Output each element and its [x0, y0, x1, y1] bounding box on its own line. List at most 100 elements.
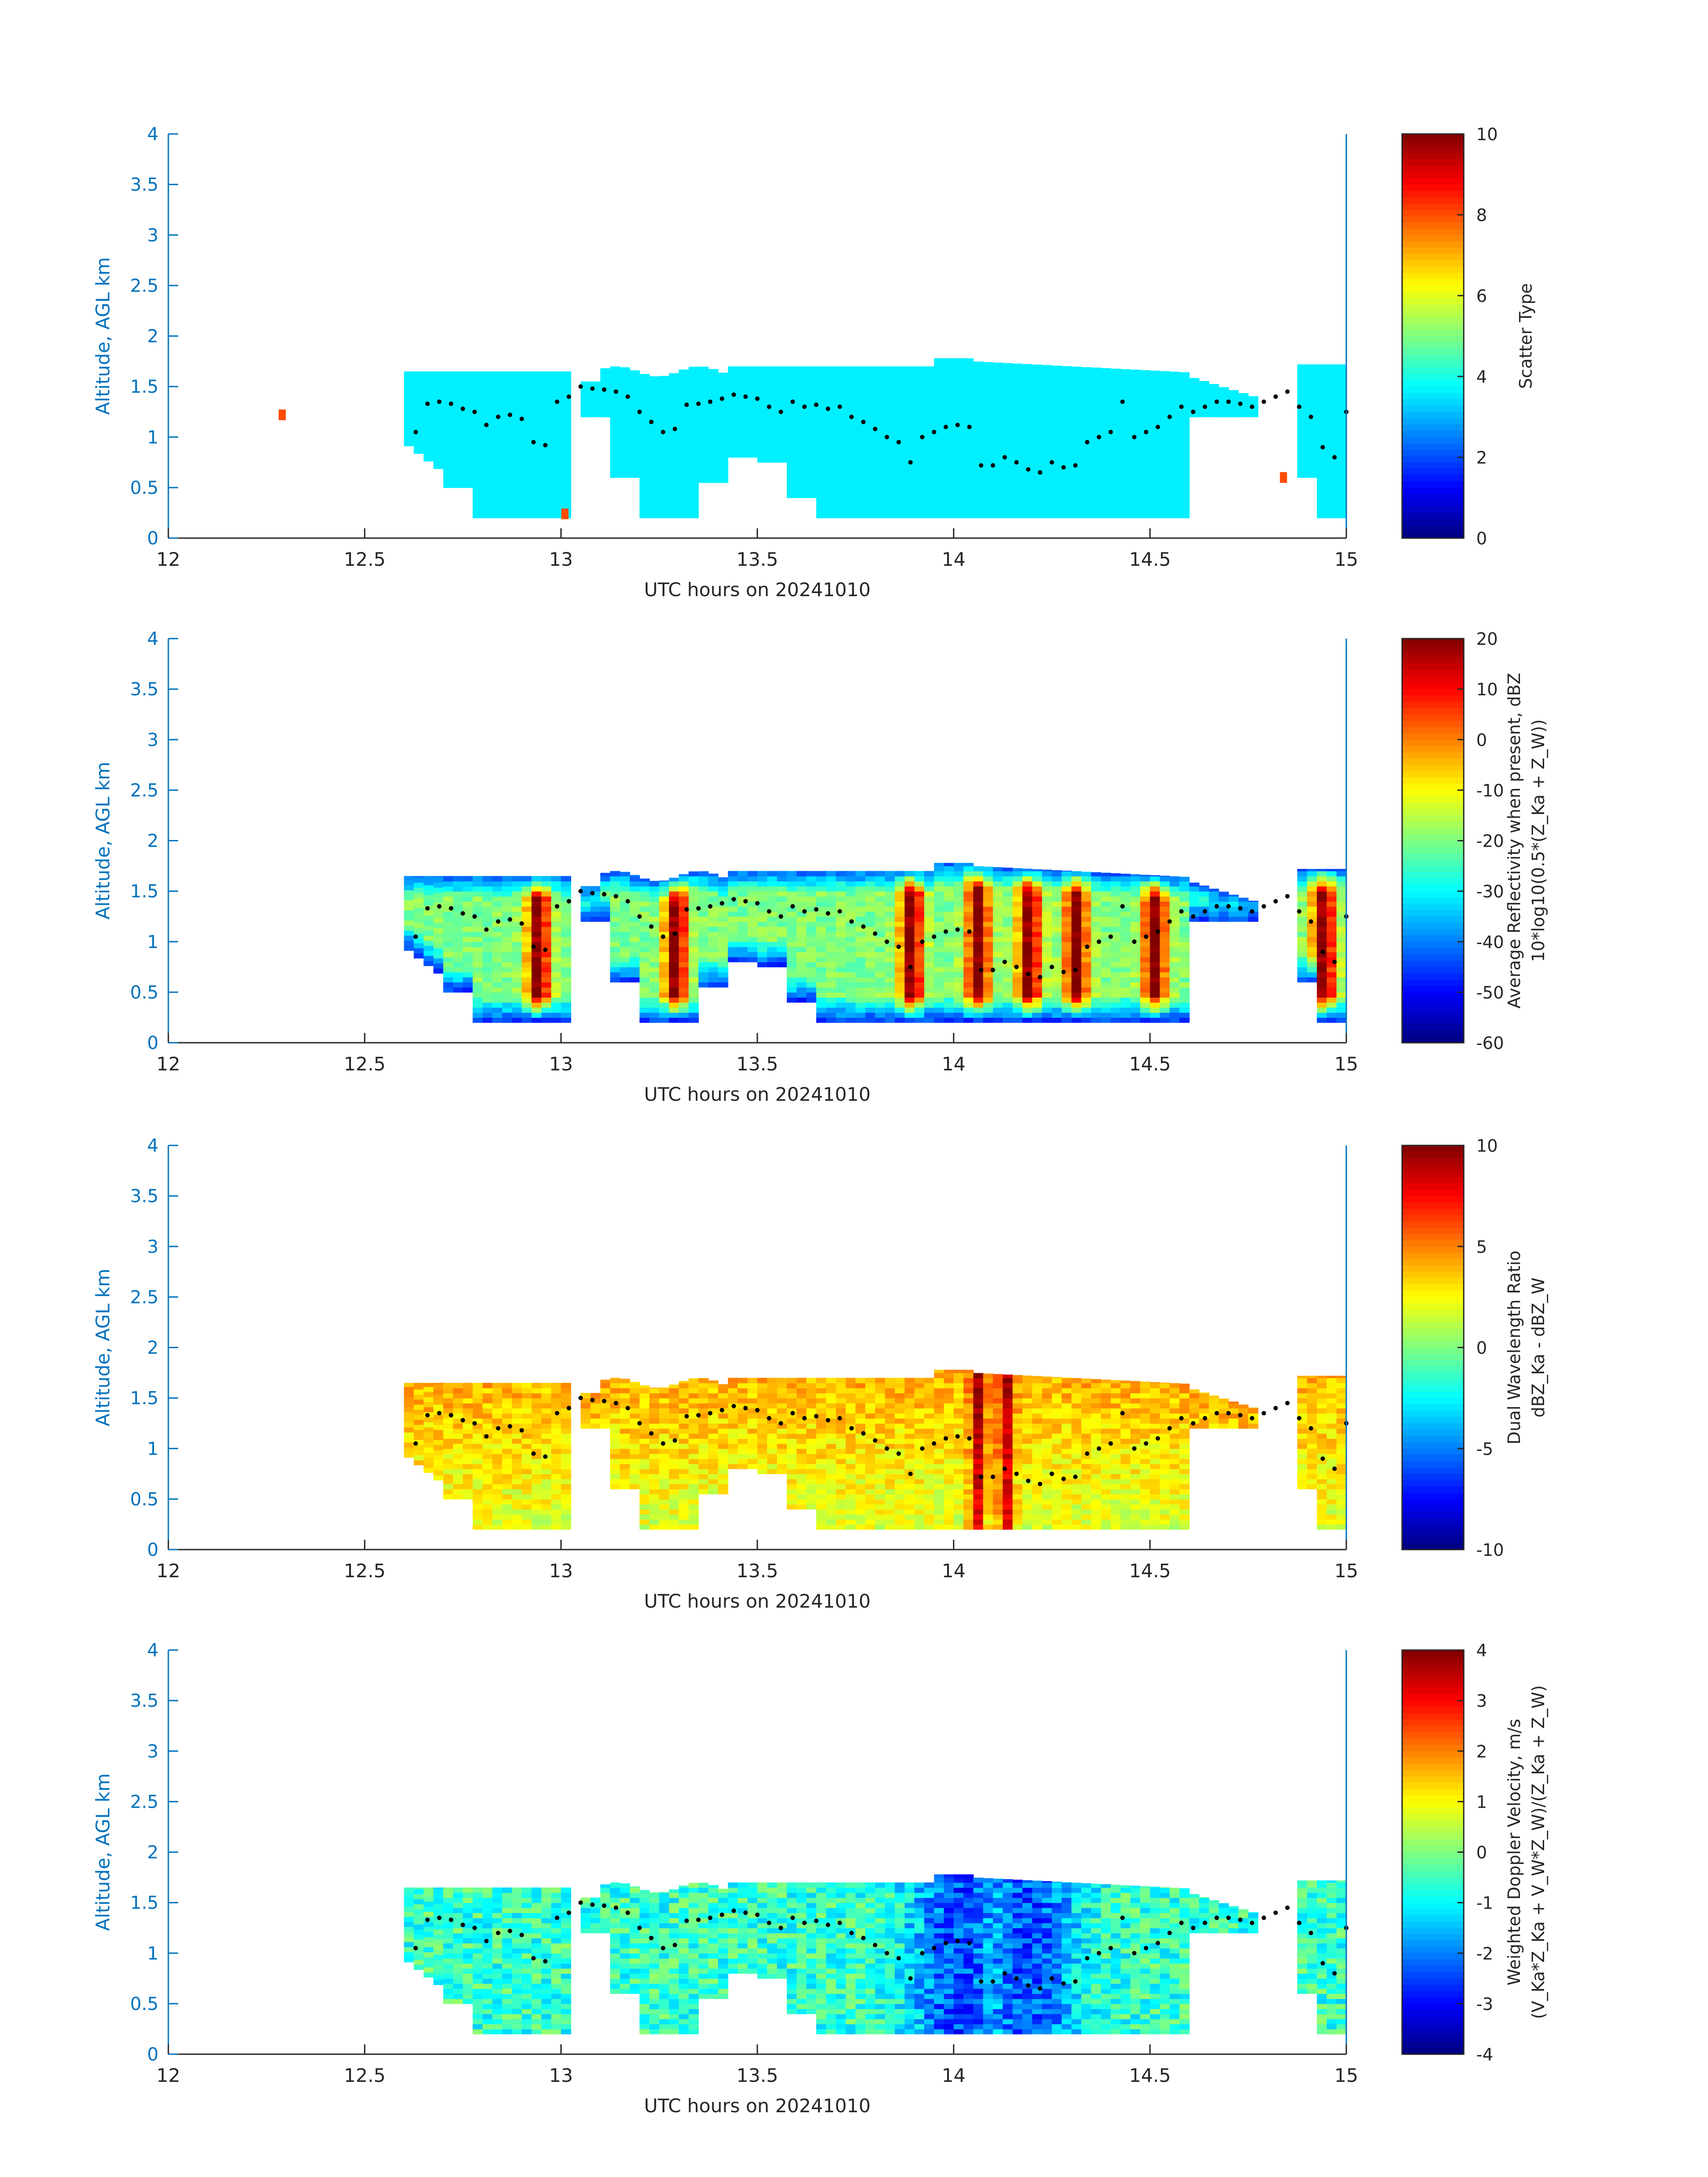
heatmap-cell [1012, 957, 1023, 962]
heatmap-cell [944, 891, 954, 897]
heatmap-cell [845, 442, 856, 448]
heatmap-cell [659, 502, 669, 508]
heatmap-cell [669, 401, 679, 407]
heatmap-cell [1120, 452, 1131, 458]
heatmap-cell [953, 497, 964, 503]
cloud-base-dot [543, 947, 548, 952]
heatmap-cell [1052, 876, 1062, 882]
heatmap-cell [512, 432, 522, 438]
heatmap-cell [983, 508, 994, 514]
heatmap-cell [482, 876, 493, 882]
heatmap-cell [1160, 916, 1170, 922]
heatmap-cell [659, 896, 669, 902]
heatmap-cell [1012, 896, 1023, 902]
heatmap-cell [433, 907, 444, 913]
heatmap-cell [894, 997, 905, 1003]
heatmap-cell [512, 926, 522, 932]
heatmap-cell [1081, 417, 1092, 422]
heatmap-cell [738, 881, 748, 887]
heatmap-cell [423, 955, 434, 961]
heatmap-cell [679, 896, 689, 902]
heatmap-cell [708, 982, 718, 988]
colorbar-swatch [1402, 506, 1464, 514]
heatmap-cell [796, 457, 807, 463]
heatmap-cell [1071, 442, 1082, 448]
heatmap-cell [826, 432, 836, 438]
heatmap-cell [610, 962, 621, 968]
heatmap-cell [944, 477, 954, 483]
heatmap-cell [963, 916, 974, 922]
heatmap-cell [1140, 972, 1151, 978]
heatmap-cell [1091, 472, 1102, 478]
heatmap-cell [1002, 502, 1013, 508]
heatmap-cell [934, 962, 944, 968]
heatmap-cell [512, 896, 522, 902]
heatmap-cell [894, 397, 905, 402]
heatmap-cell [963, 432, 974, 438]
y-tick-label: 2.5 [130, 276, 159, 296]
heatmap-cell [541, 926, 552, 932]
heatmap-cell [767, 422, 777, 427]
heatmap-cell [1169, 977, 1180, 982]
heatmap-cell [502, 508, 513, 514]
heatmap-cell [463, 467, 473, 473]
heatmap-cell [973, 437, 984, 443]
heatmap-cell [1101, 896, 1111, 902]
heatmap-cell [767, 936, 777, 942]
heatmap-cell [482, 947, 493, 953]
heatmap-cell [1140, 876, 1151, 882]
heatmap-cell [983, 391, 994, 397]
heatmap-cell [885, 457, 895, 463]
heatmap-cell [659, 452, 669, 458]
heatmap-cell [1091, 447, 1102, 453]
heatmap-cell [531, 493, 542, 498]
heatmap-cell [973, 417, 984, 422]
heatmap-cell [777, 932, 787, 937]
heatmap-cell [1002, 397, 1013, 402]
heatmap-cell [934, 513, 944, 518]
heatmap-cell [502, 952, 513, 957]
heatmap-cell [953, 487, 964, 493]
heatmap-cell [963, 417, 974, 422]
heatmap-cell [551, 982, 562, 988]
heatmap-cell [669, 452, 679, 458]
heatmap-cell [1238, 393, 1249, 397]
heatmap-cell [1022, 364, 1033, 367]
heatmap-cell [865, 886, 876, 892]
heatmap-cell [463, 932, 473, 937]
cloud-base-dot [555, 399, 560, 404]
cloud-base-dot [1120, 399, 1125, 404]
heatmap-cell [463, 901, 473, 907]
heatmap-cell [463, 952, 473, 957]
heatmap-cell [610, 977, 621, 982]
heatmap-cell [1327, 921, 1337, 927]
cloud-base-dot [566, 394, 571, 399]
heatmap-cell [1179, 901, 1190, 907]
heatmap-cell [679, 487, 689, 493]
heatmap-cell [502, 906, 513, 912]
heatmap-cell [1052, 386, 1062, 392]
heatmap-cell [1228, 401, 1239, 407]
heatmap-cell [502, 497, 513, 503]
heatmap-cell [1317, 982, 1327, 988]
heatmap-cell [1042, 932, 1052, 937]
colorbar-tick-label: -10 [1476, 781, 1504, 800]
heatmap-cell [453, 987, 464, 993]
heatmap-cell [502, 477, 513, 483]
heatmap-cell [983, 487, 994, 493]
heatmap-cell [855, 508, 866, 514]
heatmap-cell [924, 896, 935, 902]
cloud-base-dot [413, 430, 418, 435]
heatmap-cell [1111, 952, 1121, 957]
heatmap-cell [983, 472, 994, 478]
heatmap-cell [1317, 967, 1327, 973]
heatmap-cell [453, 467, 464, 473]
heatmap-cell [1012, 381, 1023, 387]
heatmap-cell [522, 427, 532, 433]
heatmap-cell [1140, 1002, 1151, 1008]
heatmap-cell [1081, 371, 1092, 377]
heatmap-cell [1317, 432, 1327, 438]
heatmap-cell [492, 371, 503, 377]
heatmap-cell [1160, 987, 1170, 993]
heatmap-cell [1179, 962, 1190, 968]
